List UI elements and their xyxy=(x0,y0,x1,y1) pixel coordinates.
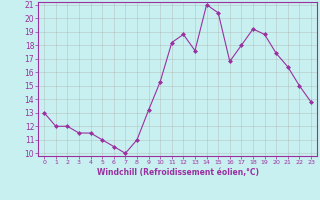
X-axis label: Windchill (Refroidissement éolien,°C): Windchill (Refroidissement éolien,°C) xyxy=(97,168,259,177)
